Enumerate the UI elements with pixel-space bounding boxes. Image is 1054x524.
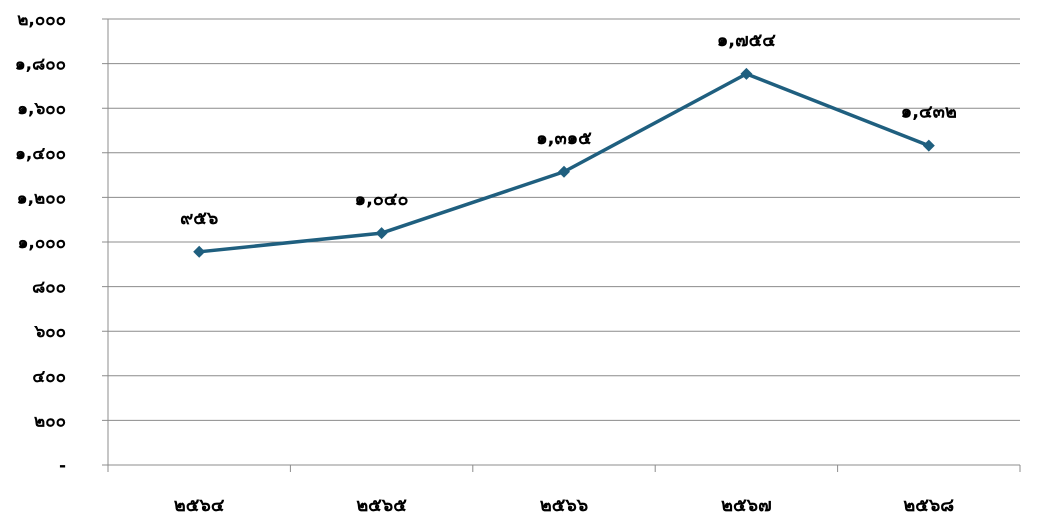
data-label-0: ๙๕๖: [180, 208, 218, 229]
data-point-marker-1: [375, 227, 388, 240]
y-tick-label-3: ๖๐๐: [33, 322, 66, 342]
y-tick-label-0: -: [59, 456, 66, 476]
y-tick-label-2: ๔๐๐: [32, 367, 66, 387]
y-tick-label-9: ๑,๘๐๐: [15, 55, 66, 75]
y-tick-label-10: ๒,๐๐๐: [17, 10, 66, 30]
axes: [107, 19, 1021, 472]
gridlines: [102, 18, 1020, 466]
series-group: [193, 67, 935, 258]
x-tick-label-0: ๒๕๖๔: [174, 495, 225, 516]
data-point-marker-2: [558, 165, 570, 178]
x-tick-label-3: ๒๕๖๗: [721, 495, 771, 516]
y-tick-label-7: ๑,๔๐๐: [15, 144, 66, 164]
y-tick-label-8: ๑,๖๐๐: [17, 99, 66, 119]
x-tick-label-1: ๒๕๖๕: [356, 495, 407, 516]
y-tick-label-6: ๑,๒๐๐: [17, 188, 66, 208]
y-tick-label-1: ๒๐๐: [34, 411, 66, 431]
data-label-2: ๑,๓๑๕: [536, 128, 592, 149]
data-point-marker-0: [193, 245, 206, 258]
data-point-marker-3: [740, 67, 753, 80]
series-line-0: [199, 72, 930, 254]
data-label-1: ๑,๐๔๐: [355, 189, 409, 210]
data-point-marker-4: [922, 139, 935, 152]
x-tick-label-4: ๒๕๖๘: [903, 495, 954, 516]
data-label-4: ๑,๔๓๒: [901, 102, 957, 123]
y-tick-label-4: ๘๐๐: [32, 278, 66, 298]
y-axis-tick-labels: - ๒๐๐ ๔๐๐ ๖๐๐ ๘๐๐ ๑,๐๐๐ ๑,๒๐๐ ๑,๔๐๐ ๑,๖๐๐ ๑,๘๐๐ ๒,…: [15, 10, 66, 476]
data-label-3: ๑,๗๕๔: [717, 30, 776, 51]
x-axis-tick-labels: ๒๕๖๔ ๒๕๖๕ ๒๕๖๖ ๒๕๖๗ ๒๕๖๘: [174, 495, 954, 516]
y-tick-label-5: ๑,๐๐๐: [18, 233, 66, 253]
x-tick-label-2: ๒๕๖๖: [540, 495, 588, 516]
